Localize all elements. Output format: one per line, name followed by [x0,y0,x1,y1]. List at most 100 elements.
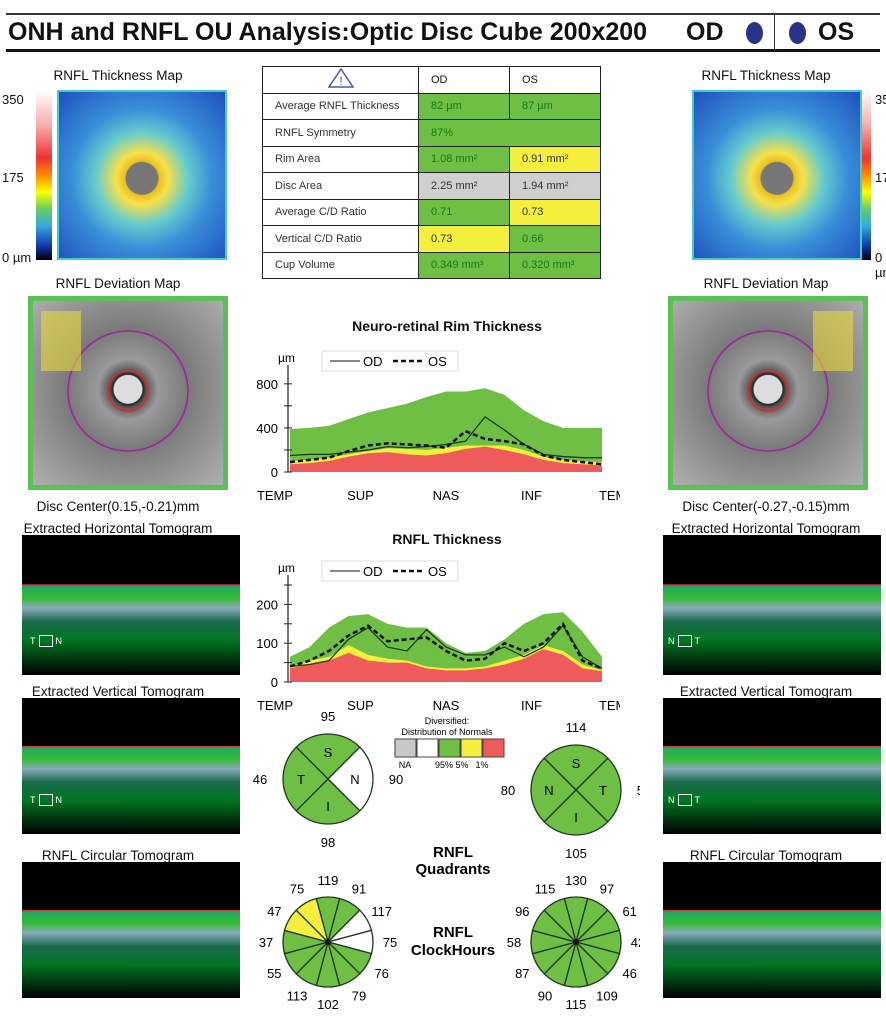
rim-chart-title: Neuro-retinal Rim Thickness [352,318,542,334]
os-value: 87 µm [509,92,601,120]
color-scale-label: 0 µm [875,250,886,280]
clock-hour-value: 117 [371,904,392,919]
clock-hour-value: 55 [267,966,281,981]
quadrant-letter-N: N [544,783,553,798]
clock-hour-value: 47 [267,904,281,919]
row-label: Disc Area [262,172,419,200]
od-value: 0.71 [418,198,510,226]
os-eye-dot-icon [789,22,806,44]
x-tick-label: SUP [347,698,374,713]
color-scale-bar [36,90,52,260]
row-label: RNFL Symmetry [262,119,419,147]
circular-tomogram-label: RNFL Circular Tomogram [41,848,195,863]
deviation-overlay [813,311,853,371]
x-tick-label: TEMP [599,698,620,713]
y-axis-unit: µm [278,561,295,575]
clock-hour-value: 113 [287,989,308,1004]
rnfl-thickness-map-image [692,90,862,260]
outside-1-band [290,649,602,682]
orientation-start: T [30,795,36,805]
deviation-overlay [41,311,81,371]
clock-hour-value: 42 [631,935,640,950]
clock-hour-value: 75 [383,935,397,950]
orientation-box-icon [38,794,53,806]
quadrant-letter-I: I [574,810,578,825]
y-tick-label: 800 [256,377,278,392]
rnfl-thickness-map-image [57,90,227,260]
legend-swatch [482,738,505,758]
thickness-map-label: RNFL Thickness Map [53,68,183,83]
clock-hour-sector [295,897,330,945]
x-tick-label: SUP [347,488,374,503]
clock-hour-value: 97 [600,881,614,896]
outside-1-band [290,446,602,472]
x-tick-label: TEMP [599,488,620,503]
quadrant-value-I: 105 [565,846,587,861]
series-os-line [289,429,603,466]
quadrant-letter-I: I [326,799,330,814]
legend-swatch [394,738,417,758]
legend-title-2: Distribution of Normals [401,727,493,737]
clock-hour-value: 91 [352,881,366,896]
deviation-map-overlay [707,311,853,452]
quadrant-value-N: 90 [389,772,403,787]
quadrant-N [327,746,374,812]
quadrant-letter-N: N [350,772,359,787]
chart-legend [321,350,459,372]
quadrants-title-1: RNFL [433,844,473,861]
svg-text:!: ! [339,74,342,88]
quadrant-value-T: 46 [253,772,267,787]
quadrant-I [543,789,609,836]
circular-tomogram-image [22,862,240,998]
x-tick-label: TEMP [257,488,293,503]
quadrant-letter-T: T [599,783,607,798]
orientation-end: N [55,636,63,646]
legend-label: 95% [435,760,453,770]
row-label: Vertical C/D Ratio [262,225,419,253]
os-value: 0.320 mm³ [509,251,601,279]
os-label: OS [818,18,855,46]
disc-center-label: Disc Center(-0.27,-0.15)mm [682,499,850,514]
y-tick-label: 0 [271,465,278,480]
quadrant-S [543,744,609,791]
legend-label: 1% [475,760,488,770]
deviation-map-label: RNFL Deviation Map [703,276,829,291]
od-label: OD [686,18,724,46]
orientation-end: T [694,795,701,805]
quadrant-N [530,757,577,823]
clock-hour-value: 76 [374,966,388,981]
os-value: 0.73 [509,198,601,226]
legend-od-label: OD [363,354,383,369]
od-value: 1.08 mm² [418,145,510,173]
legend-label: NA [399,760,412,770]
color-scale-label: 0 µm [2,250,32,265]
row-label: Cup Volume [262,251,419,279]
horizontal-tomogram-label: Extracted Horizontal Tomogram [23,521,213,536]
legend-swatch [438,738,461,758]
table-row: Cup Volume 0.349 mm³ 0.320 mm³ [262,251,601,279]
clockhours-title-2: ClockHours [411,942,495,959]
circular-tomogram-label: RNFL Circular Tomogram [689,848,843,863]
series-od-line [289,624,603,669]
quadrant-letter-T: T [297,772,305,787]
clock-hour-value: 130 [565,873,587,888]
row-label: Average C/D Ratio [262,198,419,226]
clock-hour-value: 37 [259,935,273,950]
clock-hour-value: 46 [622,966,636,981]
row-label: Average RNFL Thickness [262,92,419,120]
orientation-box-icon [677,635,692,647]
quadrant-letter-S: S [324,745,333,760]
clock-hour-value: 87 [515,966,529,981]
rnfl-thickness-chart: 0 100 200 µm OD OS TEMP SUP NAS INF TEMP [256,560,620,713]
quadrant-S [295,733,361,780]
rnfl-chart-title: RNFL Thickness [392,531,502,547]
color-scale-label: 350 [2,92,24,107]
x-tick-label: NAS [433,698,460,713]
